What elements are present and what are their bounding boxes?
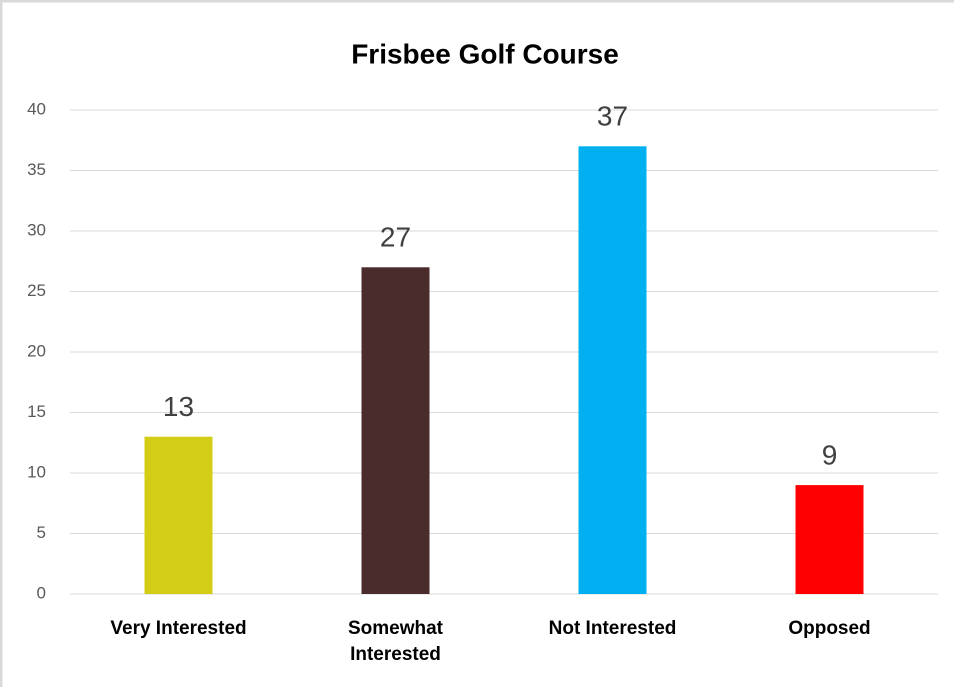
y-tick-label: 35 <box>27 160 46 179</box>
x-tick-label: Opposed <box>788 618 871 639</box>
bar <box>361 267 430 594</box>
data-label: 13 <box>163 391 194 422</box>
y-tick-label: 10 <box>27 462 46 481</box>
bar <box>578 146 647 595</box>
x-tick-label: Very Interested <box>110 618 247 639</box>
bar <box>795 485 864 594</box>
y-tick-label: 30 <box>27 220 46 239</box>
y-tick-label: 15 <box>27 402 46 421</box>
x-tick-label: Not Interested <box>548 618 677 639</box>
data-label: 9 <box>822 439 838 470</box>
data-label: 37 <box>597 101 628 132</box>
chart-title: Frisbee Golf Course <box>351 38 619 69</box>
x-tick-label: Somewhat Interested <box>347 618 444 665</box>
y-tick-label: 40 <box>27 99 46 118</box>
y-tick-label: 20 <box>27 341 46 360</box>
y-tick-label: 25 <box>27 281 46 300</box>
y-tick-label: 0 <box>37 583 46 602</box>
data-label: 27 <box>380 222 411 253</box>
y-tick-label: 5 <box>37 523 46 542</box>
bar <box>144 436 213 594</box>
